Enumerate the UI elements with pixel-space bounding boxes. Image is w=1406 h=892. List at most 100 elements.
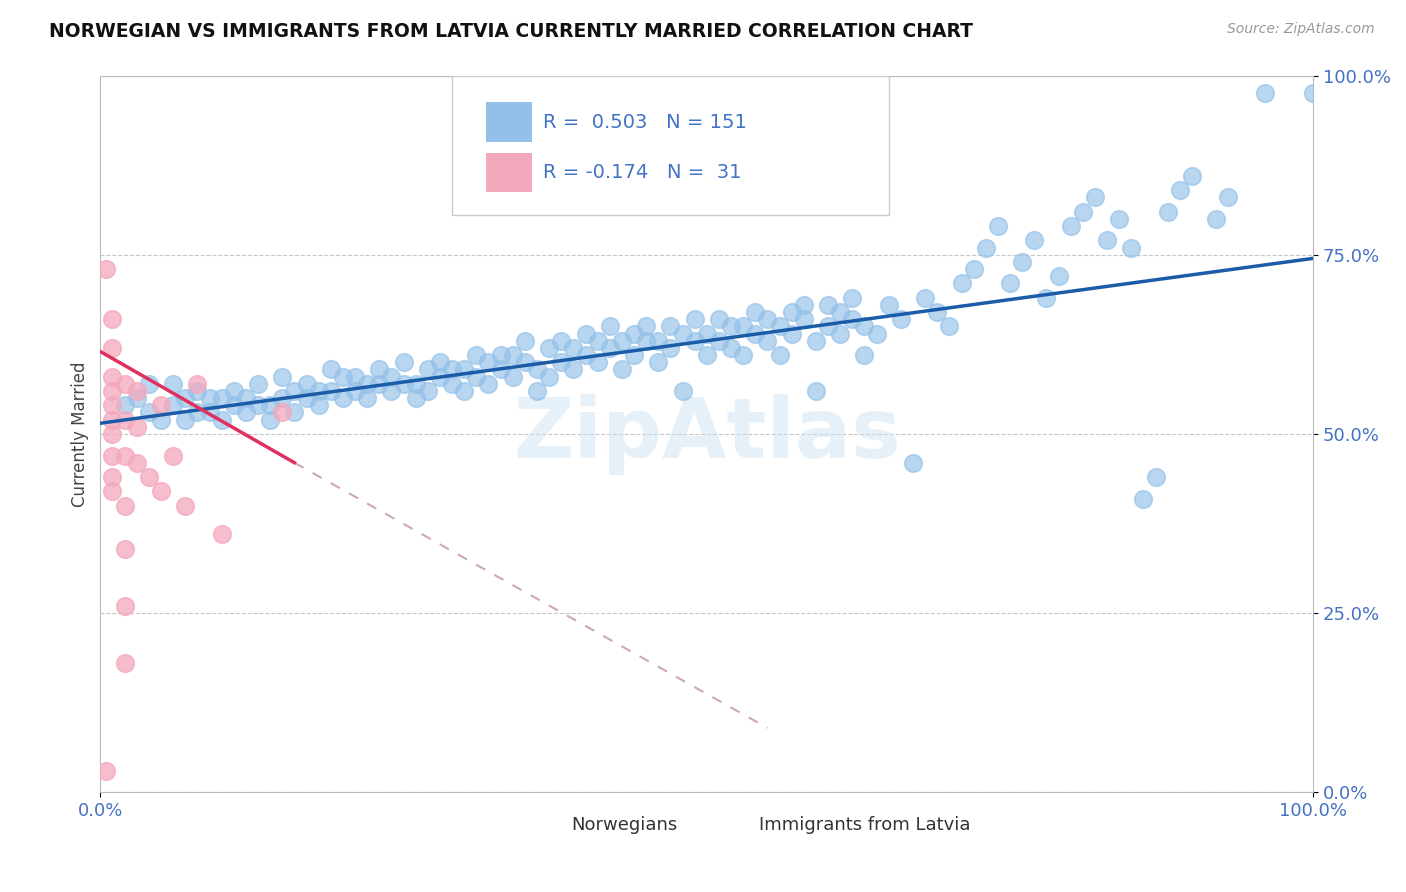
Point	[610, 362, 633, 376]
Point	[574, 348, 596, 362]
Text: R =  0.503   N = 151: R = 0.503 N = 151	[543, 112, 747, 132]
Point	[733, 348, 755, 362]
Point	[489, 362, 512, 376]
Point	[235, 391, 257, 405]
Point	[1011, 255, 1033, 269]
Point	[162, 398, 184, 412]
Point	[101, 369, 124, 384]
Point	[96, 262, 118, 277]
Point	[599, 319, 621, 334]
Point	[1095, 234, 1118, 248]
Point	[647, 334, 669, 348]
Point	[96, 764, 118, 778]
Point	[101, 449, 124, 463]
Point	[733, 319, 755, 334]
Point	[636, 334, 658, 348]
Point	[235, 405, 257, 419]
Point	[259, 398, 281, 412]
Point	[101, 427, 124, 442]
Point	[756, 312, 779, 326]
Point	[830, 326, 852, 341]
Point	[901, 456, 924, 470]
Point	[1035, 291, 1057, 305]
Point	[768, 348, 790, 362]
Point	[1144, 470, 1167, 484]
Point	[793, 298, 815, 312]
Point	[344, 369, 367, 384]
Point	[1302, 87, 1324, 101]
Point	[671, 384, 693, 398]
Point	[538, 341, 561, 355]
Point	[368, 376, 391, 391]
Point	[720, 319, 742, 334]
Point	[513, 334, 536, 348]
Point	[659, 341, 682, 355]
Point	[683, 312, 706, 326]
Point	[247, 376, 270, 391]
Point	[125, 420, 148, 434]
Point	[623, 348, 645, 362]
Point	[114, 657, 136, 671]
Point	[696, 326, 718, 341]
Text: ZipAtlas: ZipAtlas	[513, 393, 901, 475]
Point	[538, 369, 561, 384]
Point	[332, 369, 354, 384]
Point	[1121, 241, 1143, 255]
Point	[319, 362, 342, 376]
Point	[114, 412, 136, 426]
Point	[817, 298, 839, 312]
Point	[295, 376, 318, 391]
Bar	[486, 103, 531, 142]
Point	[890, 312, 912, 326]
Point	[1047, 269, 1070, 284]
Point	[150, 398, 173, 412]
Point	[332, 391, 354, 405]
Bar	[486, 153, 531, 192]
Point	[344, 384, 367, 398]
Point	[804, 384, 827, 398]
Point	[1024, 234, 1046, 248]
Point	[356, 376, 378, 391]
Point	[720, 341, 742, 355]
Point	[416, 362, 439, 376]
Point	[138, 376, 160, 391]
Point	[550, 334, 572, 348]
Point	[211, 391, 233, 405]
Point	[101, 384, 124, 398]
Point	[138, 470, 160, 484]
Point	[1060, 219, 1083, 233]
Point	[914, 291, 936, 305]
Point	[963, 262, 986, 277]
Point	[830, 305, 852, 319]
Point	[222, 384, 245, 398]
Point	[429, 355, 451, 369]
Point	[101, 484, 124, 499]
Point	[453, 362, 475, 376]
Point	[125, 456, 148, 470]
Point	[405, 391, 427, 405]
Point	[744, 326, 766, 341]
Point	[114, 376, 136, 391]
Point	[817, 319, 839, 334]
Point	[647, 355, 669, 369]
Point	[211, 527, 233, 541]
Point	[319, 384, 342, 398]
Point	[489, 348, 512, 362]
Point	[441, 362, 464, 376]
Point	[877, 298, 900, 312]
Point	[938, 319, 960, 334]
Point	[101, 312, 124, 326]
Point	[150, 484, 173, 499]
Point	[295, 391, 318, 405]
Point	[283, 405, 305, 419]
Point	[1181, 169, 1204, 183]
Bar	[524, 814, 561, 836]
Point	[780, 305, 803, 319]
Point	[927, 305, 949, 319]
Point	[502, 369, 524, 384]
Point	[998, 277, 1021, 291]
Point	[271, 391, 294, 405]
Point	[174, 391, 197, 405]
Point	[150, 412, 173, 426]
Point	[586, 334, 609, 348]
